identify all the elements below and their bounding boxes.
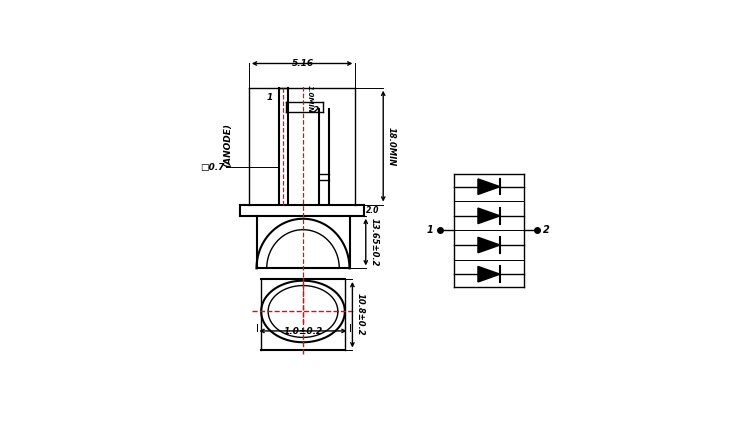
Polygon shape [478, 179, 500, 195]
Text: (ANODE): (ANODE) [223, 123, 232, 167]
Text: 1.0MIN: 1.0MIN [307, 85, 313, 113]
Text: 10.8±0.2: 10.8±0.2 [356, 293, 364, 336]
Text: 2: 2 [543, 225, 550, 235]
Polygon shape [478, 266, 500, 282]
Polygon shape [478, 237, 500, 253]
Text: 1: 1 [427, 225, 433, 235]
Text: 13.65±0.2: 13.65±0.2 [369, 218, 378, 266]
Text: □0.7: □0.7 [200, 163, 224, 172]
Text: 2.0: 2.0 [366, 206, 380, 215]
Text: 18.0MIN: 18.0MIN [387, 127, 396, 166]
Text: 5.16: 5.16 [292, 59, 314, 68]
Text: 2: 2 [313, 106, 319, 115]
Text: 1: 1 [266, 93, 272, 101]
Text: 1.0±0.2: 1.0±0.2 [284, 327, 322, 336]
Polygon shape [478, 208, 500, 224]
